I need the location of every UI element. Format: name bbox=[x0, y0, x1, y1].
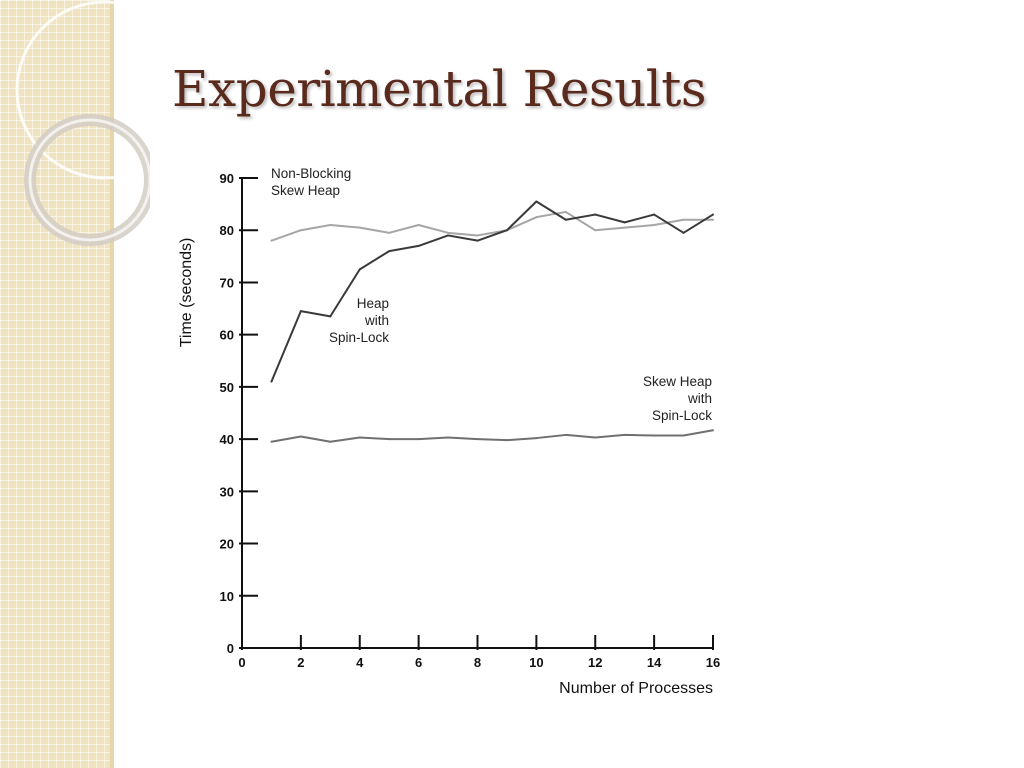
y-tick-label: 0 bbox=[227, 641, 234, 656]
series-3-point bbox=[299, 435, 302, 438]
decorative-rings bbox=[15, 0, 150, 246]
series-1-point bbox=[564, 210, 567, 213]
y-tick-label: 70 bbox=[220, 275, 234, 290]
x-axis-title: Number of Processes bbox=[559, 680, 713, 697]
x-tick-label: 14 bbox=[647, 655, 662, 670]
chart-axes: 0 10 20 30 40 50 60 70 80 90 0 2 4 6 8 10 12 14 16 Number o… bbox=[178, 171, 720, 697]
side-panel-edge bbox=[110, 0, 114, 768]
series-3-point bbox=[270, 440, 273, 443]
series-line-3 bbox=[271, 429, 714, 443]
x-tick-label: 0 bbox=[238, 655, 245, 670]
y-tick-label: 30 bbox=[220, 484, 234, 499]
series-2-point bbox=[299, 310, 302, 313]
series-3-point bbox=[682, 434, 685, 437]
series-label-2: Heap with Spin-Lock bbox=[329, 296, 389, 345]
series-1-point bbox=[417, 224, 420, 226]
series-3-point bbox=[417, 438, 420, 441]
series-1-point bbox=[712, 218, 714, 221]
series-3-point bbox=[505, 439, 508, 442]
y-tick-label: 40 bbox=[220, 432, 234, 447]
series-3-point bbox=[388, 438, 391, 441]
y-tick-label: 90 bbox=[220, 171, 234, 186]
series-line-2 bbox=[270, 200, 714, 383]
series-1-point bbox=[270, 239, 273, 242]
series-3-point bbox=[594, 436, 597, 439]
series-2-point bbox=[447, 234, 450, 237]
series-label-1: Non-Blocking Skew Heap bbox=[271, 166, 351, 198]
y-tick-label: 50 bbox=[220, 380, 234, 395]
series-2-point bbox=[682, 231, 685, 234]
series-3-point bbox=[564, 433, 567, 436]
series-2-point bbox=[417, 244, 420, 247]
y-axis-title: Time (seconds) bbox=[178, 238, 195, 348]
x-tick-label: 4 bbox=[356, 655, 364, 670]
series-3-point bbox=[329, 440, 332, 443]
large-ring-icon bbox=[15, 0, 150, 180]
y-tick-label: 60 bbox=[220, 328, 234, 343]
series-2-point bbox=[329, 315, 332, 318]
series-2-point bbox=[505, 229, 508, 232]
slide-title: Experimental Results bbox=[172, 60, 707, 118]
series-2-point bbox=[594, 213, 597, 216]
series-1-point bbox=[653, 224, 656, 226]
x-tick-label: 16 bbox=[706, 655, 720, 670]
series-1-point bbox=[594, 229, 597, 232]
series-1-point bbox=[623, 226, 626, 229]
series-2-point bbox=[358, 268, 361, 271]
x-tick-label: 10 bbox=[529, 655, 543, 670]
series-1-point bbox=[358, 226, 361, 229]
series-2-point bbox=[564, 218, 567, 221]
series-1-point bbox=[535, 216, 538, 219]
series-3-point bbox=[712, 429, 714, 432]
y-tick-label: 10 bbox=[220, 589, 234, 604]
series-2-point bbox=[653, 213, 656, 216]
series-3-point bbox=[447, 436, 450, 439]
series-label-3: Skew Heap with Spin-Lock bbox=[643, 374, 712, 423]
y-tick-label: 20 bbox=[220, 537, 234, 552]
series-2-point bbox=[388, 250, 391, 253]
small-ring-highlight bbox=[28, 118, 150, 242]
series-line-1 bbox=[271, 210, 713, 242]
series-3-point bbox=[358, 436, 361, 439]
series-3-point bbox=[535, 437, 538, 440]
x-tick-label: 8 bbox=[474, 655, 481, 670]
series-1-point bbox=[388, 231, 391, 234]
series-1-point bbox=[329, 224, 332, 226]
x-tick-label: 12 bbox=[588, 655, 602, 670]
series-2-point bbox=[476, 239, 479, 242]
series-2-point bbox=[712, 213, 714, 216]
series-2-point bbox=[623, 221, 626, 224]
chart-series bbox=[270, 200, 714, 443]
chart-annotations: Non-Blocking Skew Heap Heap with Spin-Lock Sk… bbox=[271, 166, 712, 423]
series-1-point bbox=[299, 229, 302, 232]
series-2-point bbox=[270, 380, 273, 383]
series-1-point bbox=[476, 234, 479, 237]
series-3-point bbox=[623, 433, 626, 436]
x-tick-label: 6 bbox=[415, 655, 422, 670]
series-3-point bbox=[653, 434, 656, 437]
x-tick-label: 2 bbox=[297, 655, 304, 670]
y-tick-label: 80 bbox=[220, 223, 234, 238]
series-1-point bbox=[447, 231, 450, 234]
series-3-point bbox=[476, 438, 479, 441]
series-2-point bbox=[535, 200, 538, 203]
series-1-point bbox=[682, 218, 685, 221]
